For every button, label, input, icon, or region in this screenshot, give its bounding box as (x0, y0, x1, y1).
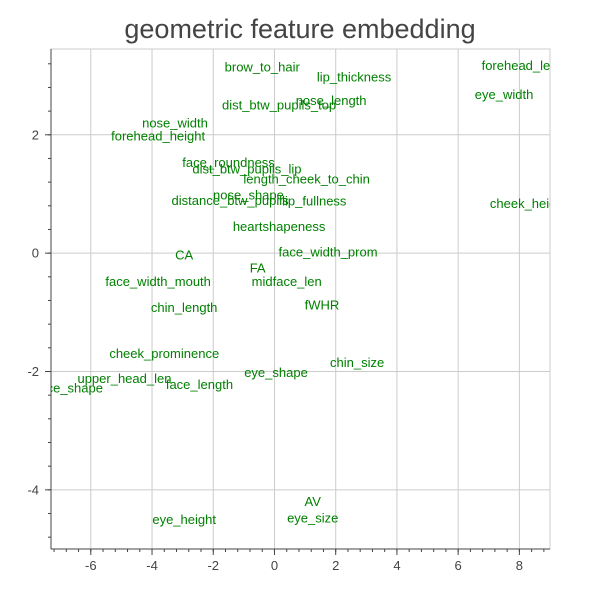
point-label: face_width_prom (279, 244, 378, 259)
point-label: brow_to_hair (225, 59, 301, 74)
point-label: face_length (166, 377, 233, 392)
point-label: upper_head_len (77, 371, 171, 386)
x-tick-label: 2 (332, 558, 339, 573)
point-label: face_shape (36, 381, 103, 396)
point-label: eye_shape (244, 365, 308, 380)
point-label: eye_size (287, 511, 338, 526)
point-label: face_roundness (182, 155, 275, 170)
point-label: chin_size (330, 355, 384, 370)
point-label: eye_height (152, 512, 216, 527)
y-tick-label: -4 (27, 482, 39, 497)
point-label: forehead_height (111, 128, 205, 143)
y-tick-label: 0 (32, 246, 39, 261)
point-label: cheek_prominence (109, 346, 219, 361)
x-tick-label: -6 (85, 558, 97, 573)
x-tick-label: 8 (516, 558, 523, 573)
x-tick-label: 4 (393, 558, 400, 573)
point-label: fWHR (305, 298, 340, 313)
point-label: CA (175, 247, 193, 262)
point-label: nose_length (296, 93, 367, 108)
point-label: length_cheek_to_chin (243, 172, 370, 187)
x-tick-label: 6 (455, 558, 462, 573)
x-tick-label: 0 (271, 558, 278, 573)
grid-lines (51, 49, 550, 549)
point-label: AV (305, 494, 322, 509)
point-label: distance_btw_pupils (172, 193, 290, 208)
y-tick-label: 2 (32, 127, 39, 142)
point-label: cheek_height (490, 196, 568, 211)
y-tick-label: -2 (27, 364, 39, 379)
point-label: face_width_mouth (105, 274, 211, 289)
x-tick-label: -4 (146, 558, 158, 573)
x-tick-label: -2 (207, 558, 219, 573)
point-label: heartshapeness (233, 219, 326, 234)
point-label: FA (250, 260, 266, 275)
point-label: dist_btw_pupils_lip (192, 162, 301, 177)
point-label: dist_btw_pupils_top (222, 98, 336, 113)
axes: -6 -4 -2 0 2 4 6 8 -4 -2 0 2 (27, 49, 550, 573)
point-label: nose_shape (213, 188, 284, 203)
point-label: forehead_length (482, 58, 576, 73)
point-label: lip_thickness (317, 69, 392, 84)
point-label: midface_len (252, 274, 322, 289)
point-label: nose_width (142, 115, 208, 130)
chart-title: geometric feature embedding (124, 14, 476, 44)
point-label: lip_fullness (282, 194, 347, 209)
point-labels: brow_to_hair lip_thickness forehead_length… (36, 58, 576, 527)
point-label: eye_width (475, 87, 534, 102)
plot-background (51, 49, 550, 549)
point-label: chin_length (151, 300, 218, 315)
